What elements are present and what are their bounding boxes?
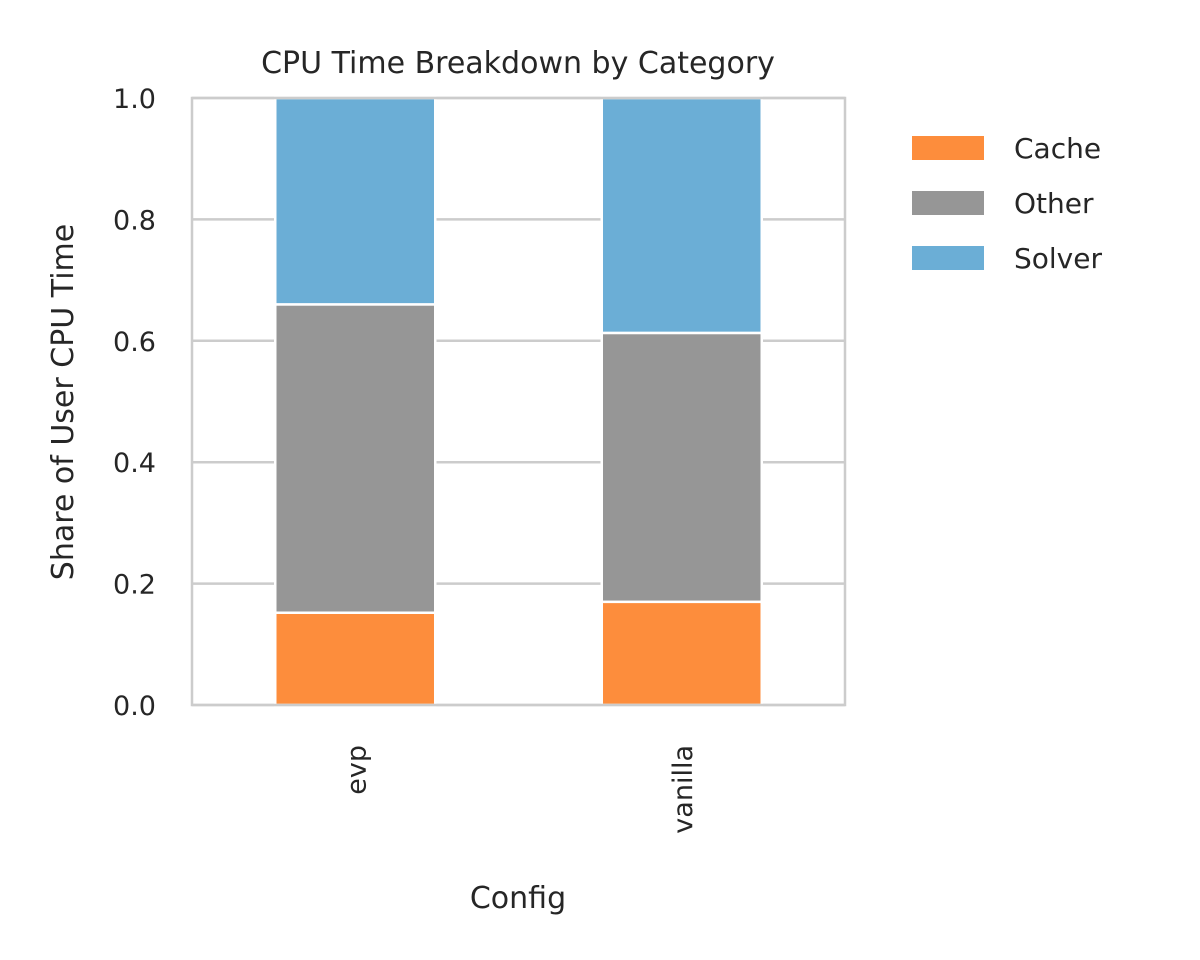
- y-tick-label: 0.2: [113, 570, 156, 601]
- y-tick-label: 1.0: [113, 84, 156, 115]
- y-axis-title: Share of User CPU Time: [46, 224, 81, 580]
- bar-evp-solver: [274, 96, 437, 306]
- bar-vanilla-cache: [600, 600, 763, 707]
- legend-label-other: Other: [1014, 187, 1094, 220]
- legend-label-cache: Cache: [1014, 132, 1101, 165]
- plot-frame: [190, 96, 847, 707]
- x-axis-title: Config: [470, 881, 566, 916]
- bar-vanilla-solver: [600, 96, 763, 335]
- bar-evp-cache: [274, 611, 437, 707]
- bar-evp-other: [274, 303, 437, 614]
- legend-swatch-cache: [912, 136, 984, 160]
- y-tick-label: 0.0: [113, 691, 156, 722]
- legend-label-solver: Solver: [1014, 242, 1102, 275]
- legend-swatch-solver: [912, 246, 984, 270]
- y-tick-labels: 0.0 0.2 0.4 0.6 0.8 1.0: [113, 84, 156, 722]
- bar-vanilla-other: [600, 331, 763, 604]
- y-tick-label: 0.4: [113, 448, 156, 479]
- x-tick-label: evp: [341, 745, 372, 795]
- bars: [274, 96, 763, 707]
- x-tick-labels: evp vanilla: [341, 745, 699, 834]
- legend-swatch-other: [912, 191, 984, 215]
- x-tick-label: vanilla: [668, 745, 699, 834]
- y-tick-label: 0.6: [113, 327, 156, 358]
- legend: Cache Other Solver: [912, 132, 1102, 275]
- chart-title: CPU Time Breakdown by Category: [261, 46, 775, 81]
- y-tick-label: 0.8: [113, 205, 156, 236]
